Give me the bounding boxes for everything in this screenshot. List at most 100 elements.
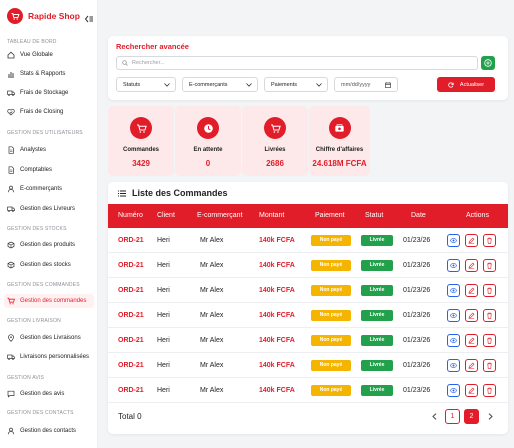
section-title-reviews: GESTION AVIS: [7, 375, 45, 381]
view-button[interactable]: [447, 384, 460, 397]
truck-icon: [7, 206, 15, 212]
column-date: Date: [411, 212, 426, 219]
stat-label: Commandes: [122, 147, 159, 153]
table-row[interactable]: ORD-21 Heri Mr Alex 140k FCFA Non payé Livrée…: [108, 378, 508, 403]
chevron-down-icon: [164, 83, 170, 87]
order-number[interactable]: ORD-21: [118, 362, 144, 369]
view-button[interactable]: [447, 284, 460, 297]
order-client: Heri: [157, 287, 170, 294]
edit-button[interactable]: [465, 384, 478, 397]
cart-icon: [7, 297, 15, 305]
status-badge: Livrée: [361, 260, 393, 271]
table-row[interactable]: ORD-21 Heri Mr Alex 140k FCFA Non payé Livrée…: [108, 303, 508, 328]
next-page-button[interactable]: [483, 409, 498, 424]
stat-label: En attente: [193, 147, 223, 153]
sidebar-item-e-commercants[interactable]: E-commerçants: [4, 182, 94, 196]
edit-button[interactable]: [465, 284, 478, 297]
table-row[interactable]: ORD-21 Heri Mr Alex 140k FCFA Non payé Livrée…: [108, 228, 508, 253]
sidebar-item-livraisons-perso[interactable]: Livraisons personnalisées: [4, 350, 94, 364]
order-client: Heri: [157, 362, 170, 369]
delete-button[interactable]: [483, 284, 496, 297]
money-icon: [328, 117, 351, 139]
order-number[interactable]: ORD-21: [118, 312, 144, 319]
delete-button[interactable]: [483, 384, 496, 397]
payment-badge: Non payé: [311, 235, 351, 246]
collapse-sidebar-icon[interactable]: [84, 11, 94, 23]
order-amount: 140k FCFA: [259, 287, 295, 294]
document-icon: [8, 146, 14, 154]
view-button[interactable]: [447, 234, 460, 247]
column-number: Numéro: [118, 212, 143, 219]
view-button[interactable]: [447, 359, 460, 372]
stat-card-delivered: Livrées 2686: [242, 106, 308, 176]
section-title-delivery: GESTION LIVRAISON: [7, 318, 61, 324]
payment-badge: Non payé: [311, 360, 351, 371]
prev-page-button[interactable]: [427, 409, 442, 424]
delete-button[interactable]: [483, 359, 496, 372]
page-button-2[interactable]: 2: [464, 409, 479, 424]
order-number[interactable]: ORD-21: [118, 237, 144, 244]
refresh-button[interactable]: Actualiser: [437, 77, 495, 92]
sidebar-item-stocks[interactable]: Gestion des stocks: [4, 258, 94, 272]
date-input[interactable]: mm/dd/yyyy: [334, 77, 398, 92]
merchant-filter-select[interactable]: E-commerçants: [182, 77, 258, 92]
sidebar-item-frais-closing[interactable]: Frais de Closing: [4, 105, 94, 119]
search-input[interactable]: [132, 60, 462, 66]
order-merchant: Mr Alex: [200, 312, 224, 319]
sidebar-item-analystes[interactable]: Analystes: [4, 143, 94, 157]
order-number[interactable]: ORD-21: [118, 262, 144, 269]
table-row[interactable]: ORD-21 Heri Mr Alex 140k FCFA Non payé Livrée…: [108, 278, 508, 303]
eye-icon: [450, 387, 457, 394]
edit-button[interactable]: [465, 309, 478, 322]
page-button-1[interactable]: 1: [445, 409, 460, 424]
add-button[interactable]: [481, 56, 495, 70]
edit-button[interactable]: [465, 259, 478, 272]
view-button[interactable]: [447, 259, 460, 272]
table-row[interactable]: ORD-21 Heri Mr Alex 140k FCFA Non payé Livrée…: [108, 328, 508, 353]
sidebar-item-label: Livraisons personnalisées: [20, 354, 90, 360]
sidebar-item-commandes[interactable]: Gestion des commandes: [4, 294, 94, 308]
sidebar-item-contacts[interactable]: Gestion des contacts: [4, 424, 94, 438]
order-number[interactable]: ORD-21: [118, 287, 144, 294]
search-field[interactable]: [116, 56, 478, 70]
sidebar-item-label: Frais de Stockage: [20, 90, 69, 96]
order-number[interactable]: ORD-21: [118, 337, 144, 344]
list-icon: [118, 190, 126, 196]
edit-button[interactable]: [465, 334, 478, 347]
delete-button[interactable]: [483, 309, 496, 322]
sidebar-item-frais-stockage[interactable]: Frais de Stockage: [4, 86, 94, 100]
sidebar-item-label: Gestion des avis: [20, 391, 65, 397]
view-button[interactable]: [447, 334, 460, 347]
merchant-filter-value: E-commerçants: [189, 81, 228, 88]
table-row[interactable]: ORD-21 Heri Mr Alex 140k FCFA Non payé Livrée…: [108, 253, 508, 278]
edit-button[interactable]: [465, 359, 478, 372]
order-date: 01/23/26: [403, 362, 431, 369]
trash-icon: [486, 262, 493, 269]
message-icon: [7, 390, 15, 398]
view-button[interactable]: [447, 309, 460, 322]
status-badge: Livrée: [361, 385, 393, 396]
sidebar-item-comptables[interactable]: Comptables: [4, 163, 94, 177]
payment-filter-select[interactable]: Paiements: [264, 77, 328, 92]
delete-button[interactable]: [483, 334, 496, 347]
edit-icon: [468, 387, 475, 394]
sidebar-item-stats[interactable]: Stats & Rapports: [4, 67, 94, 81]
delete-button[interactable]: [483, 234, 496, 247]
trash-icon: [486, 312, 493, 319]
delete-button[interactable]: [483, 259, 496, 272]
stat-card-pending: En attente 0: [175, 106, 241, 176]
sidebar-item-avis[interactable]: Gestion des avis: [4, 387, 94, 401]
sidebar-item-label: Gestion des contacts: [20, 428, 77, 434]
sidebar-item-produits[interactable]: Gestion des produits: [4, 238, 94, 252]
status-filter-select[interactable]: Statuts: [116, 77, 176, 92]
edit-icon: [468, 312, 475, 319]
order-number[interactable]: ORD-21: [118, 387, 144, 394]
home-icon: [7, 51, 15, 59]
brand[interactable]: Rapide Shop: [0, 0, 97, 32]
table-row[interactable]: ORD-21 Heri Mr Alex 140k FCFA Non payé Livrée…: [108, 353, 508, 378]
edit-button[interactable]: [465, 234, 478, 247]
sidebar-item-vue-globale[interactable]: Vue Globale: [4, 48, 94, 62]
sidebar-item-livraisons[interactable]: Gestion des Livraisons: [4, 331, 94, 345]
column-payment: Paiement: [315, 212, 345, 219]
sidebar-item-livreurs[interactable]: Gestion des Livreurs: [4, 202, 94, 216]
